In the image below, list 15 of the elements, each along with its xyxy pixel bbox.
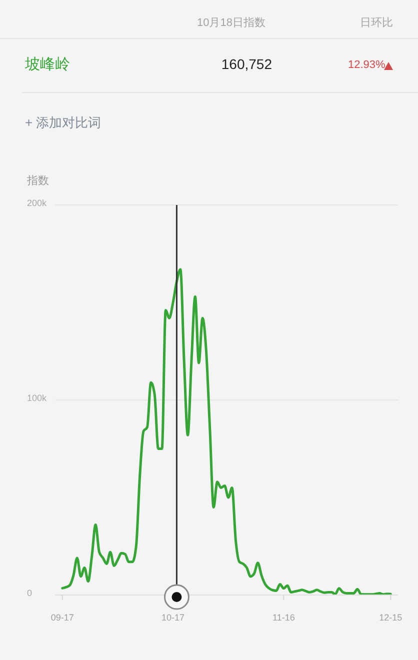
text: 160,752 — [221, 56, 272, 72]
text: 10月18日指数 — [197, 16, 266, 30]
y-tick-label: 0 — [27, 588, 32, 598]
y-tick-label: 200k — [27, 198, 48, 208]
y-tick-label: 100k — [27, 393, 48, 404]
text: 12.93% — [348, 59, 386, 71]
text: 坡峰岭 — [25, 55, 70, 74]
text: 日环比 — [360, 16, 393, 30]
y-axis-title: 指数 — [27, 174, 49, 188]
x-tick-label: 09-17 — [50, 612, 74, 622]
text: + 添加对比词 — [25, 114, 102, 132]
x-tick-label: 11-16 — [272, 612, 295, 622]
x-tick-label: 10-17 — [162, 612, 185, 622]
x-tick-label: 12-15 — [379, 612, 402, 622]
line-series — [61, 268, 392, 595]
